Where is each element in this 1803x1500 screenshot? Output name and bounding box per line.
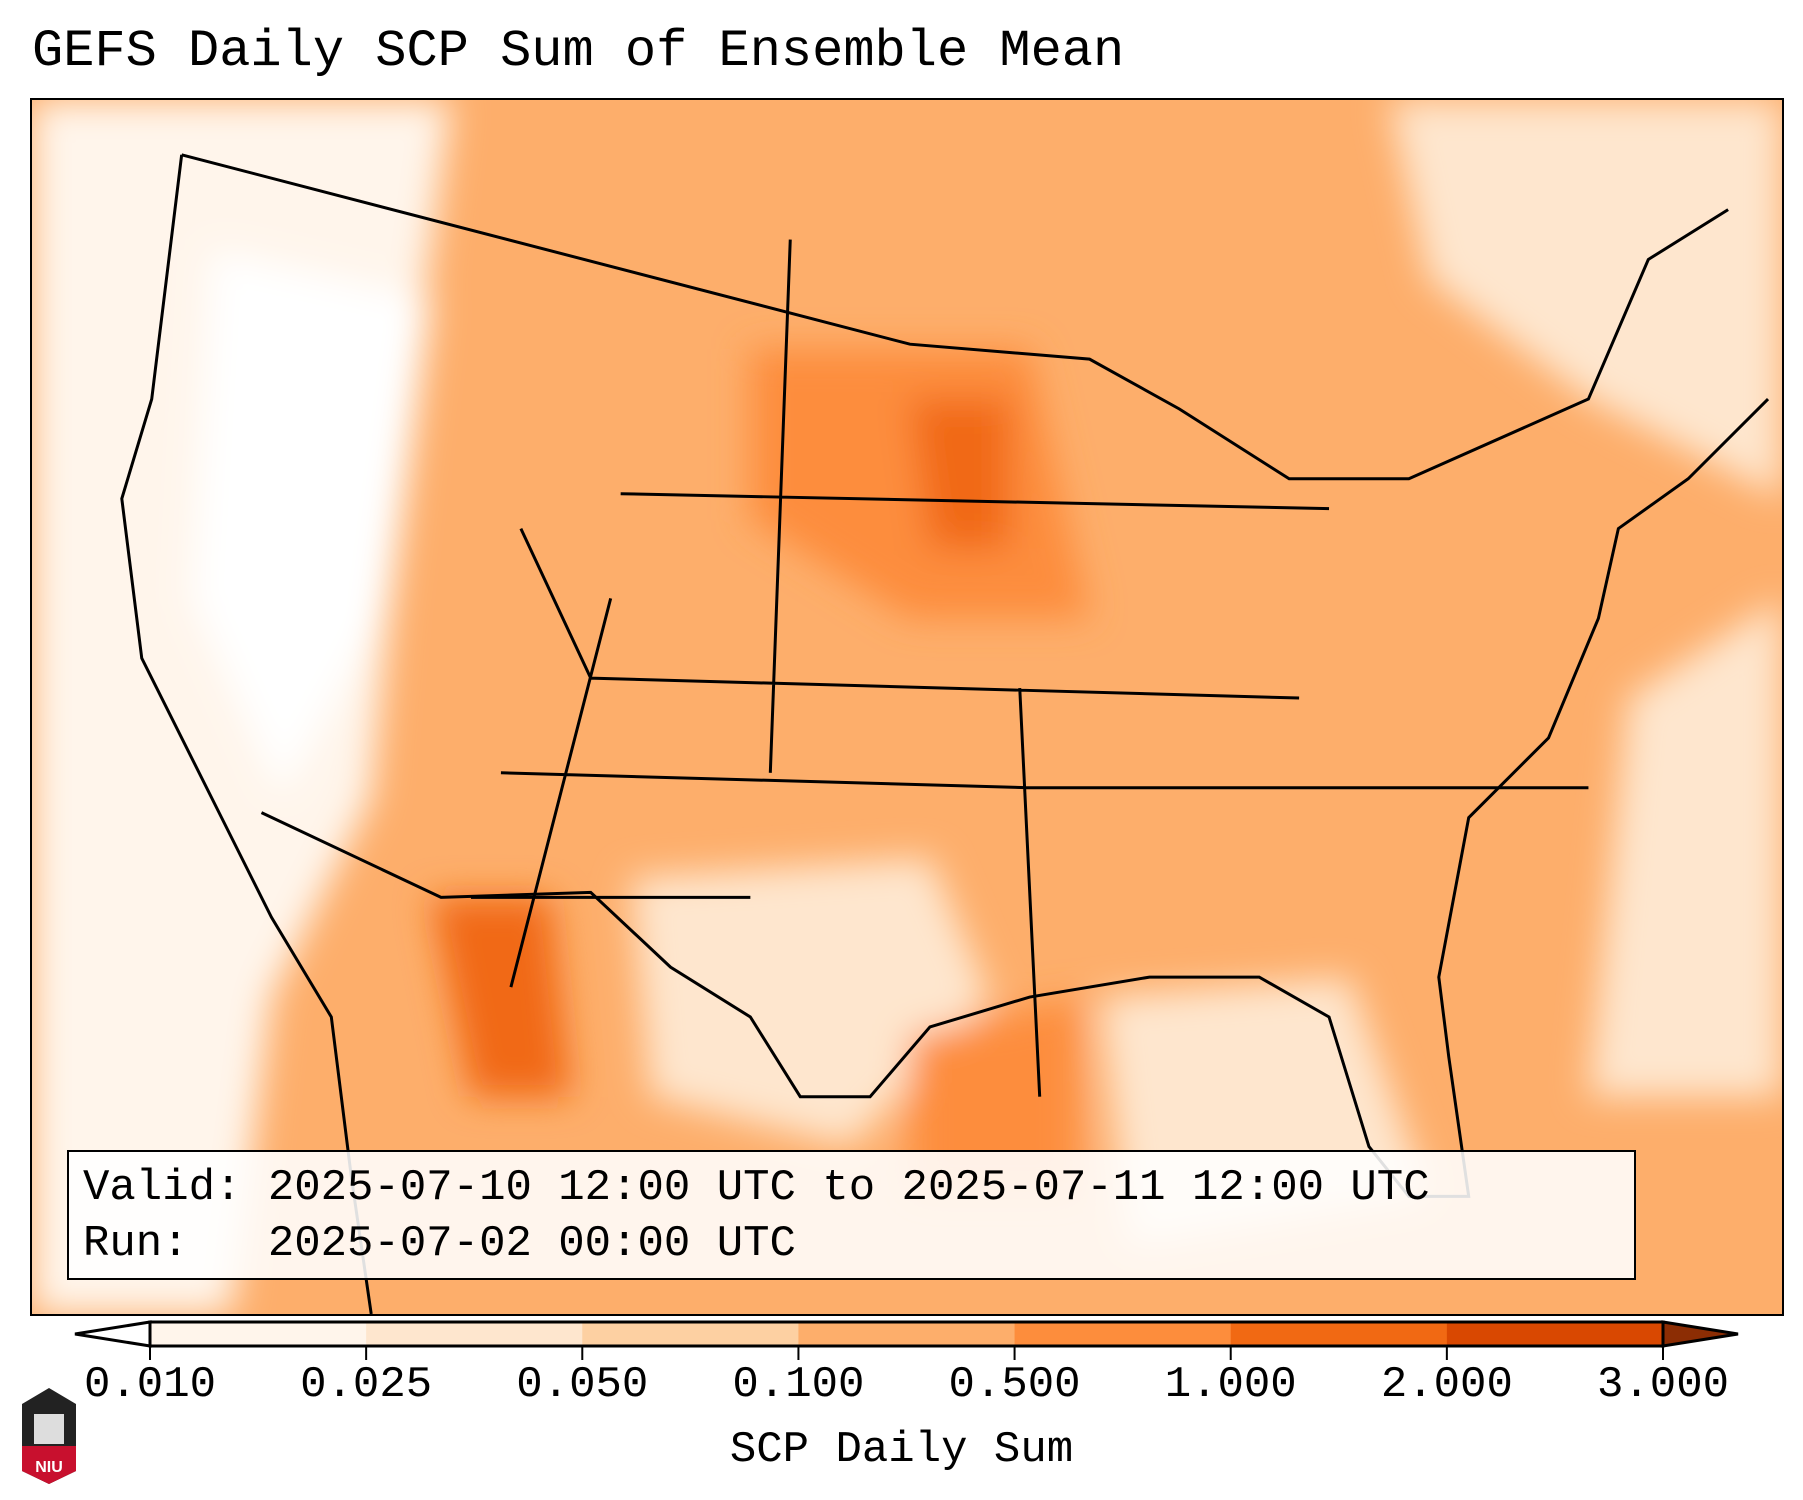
colorbar-tick-label: 0.100 <box>732 1360 865 1410</box>
us-south-coast-border <box>260 397 1770 1198</box>
sd-iowa-peak-region <box>909 399 1010 549</box>
colorbar-tick-label: 1.000 <box>1164 1360 1297 1410</box>
svg-text:NIU: NIU <box>35 1459 63 1476</box>
colorbar-bin <box>1014 1322 1232 1346</box>
colorbar <box>74 1320 1739 1360</box>
niu-logo: NIU <box>22 1388 76 1484</box>
map-panel <box>30 98 1784 1316</box>
colorbar-tick-label: 2.000 <box>1380 1360 1513 1410</box>
valid-time-text: Valid: 2025-07-10 12:00 UTC to 2025-07-1… <box>83 1163 1430 1213</box>
colorbar-bin <box>1446 1322 1664 1346</box>
colorbar-under-arrow <box>74 1320 152 1348</box>
colorbar-bin <box>798 1322 1016 1346</box>
pacific-coastline <box>120 154 373 1314</box>
us-canada-border <box>181 153 1729 481</box>
valid-run-info-box: Valid: 2025-07-10 12:00 UTC to 2025-07-1… <box>67 1150 1636 1280</box>
northeast-canada-region <box>1388 100 1782 499</box>
colorbar-tick-label: 3.000 <box>1596 1360 1730 1410</box>
colorbar-bin <box>150 1322 367 1346</box>
california-nevada-region <box>191 249 432 798</box>
colorbar-bin <box>582 1322 799 1346</box>
colorbar-tick-label: 0.050 <box>516 1360 649 1410</box>
sonora-peak-region <box>431 897 571 1097</box>
colorbar-outline <box>148 1320 1665 1348</box>
colorbar-tick-label: 0.500 <box>948 1360 1081 1410</box>
colorbar-over-arrow <box>1661 1320 1739 1348</box>
colorbar-bin <box>366 1322 583 1346</box>
boundaries <box>120 153 1770 1314</box>
colorbar-tick-label: 0.010 <box>83 1360 217 1410</box>
run-time-text: Run: 2025-07-02 00:00 UTC <box>83 1219 796 1269</box>
chart-title: GEFS Daily SCP Sum of Ensemble Mean <box>32 22 1125 81</box>
colorbar-label: SCP Daily Sum <box>729 1425 1074 1475</box>
atlantic-low-region <box>1588 598 1782 1097</box>
scp-heatmap <box>32 100 1782 1314</box>
texas-low-region <box>630 857 990 1147</box>
colorbar-bin <box>1230 1322 1448 1346</box>
colorbar-tick-label: 0.025 <box>300 1360 433 1410</box>
state-lines <box>470 239 1589 1097</box>
